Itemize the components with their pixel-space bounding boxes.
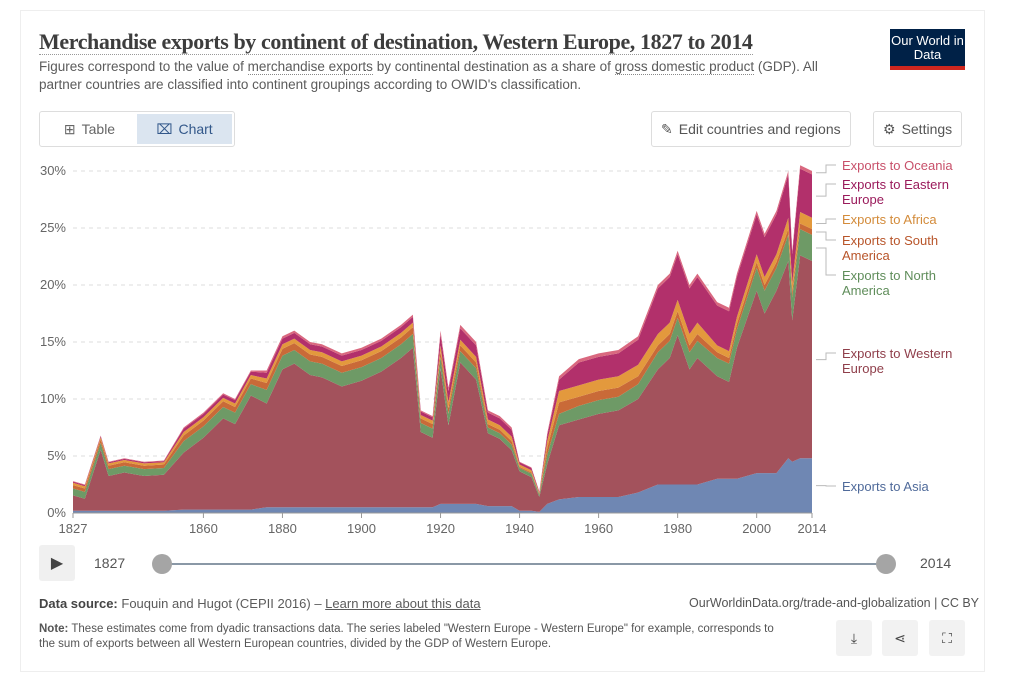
data-source: Data source: Fouquin and Hugot (CEPII 20… [39, 596, 481, 611]
view-tabs: ⊞ Table ⌧ Chart [39, 111, 235, 147]
gear-icon: ⚙ [883, 120, 896, 137]
x-tick-label: 1920 [426, 521, 455, 536]
legend-label: Exports to Asia [842, 479, 929, 494]
x-tick-label: 1860 [189, 521, 218, 536]
edit-countries-label: Edit countries and regions [678, 121, 841, 137]
play-button[interactable]: ▶ [39, 545, 75, 581]
download-button[interactable]: ⤓ [836, 620, 872, 656]
timeline-start-year: 1827 [94, 555, 126, 571]
timeline-track[interactable] [162, 563, 886, 565]
share-button[interactable]: ⋖ [882, 620, 918, 656]
settings-button[interactable]: ⚙ Settings [873, 111, 963, 147]
chart-title: Merchandise exports by continent of dest… [39, 29, 753, 55]
y-tick-label: 15% [40, 334, 66, 349]
merchandise-exports-link[interactable]: merchandise exports [247, 59, 373, 75]
x-tick-label: 1880 [268, 521, 297, 536]
subtitle-text: Figures correspond to the value of [39, 59, 248, 74]
legend-label: Exports to South [842, 233, 938, 248]
subtitle-text: by continental destination as a share of [372, 59, 615, 74]
legend-label: Exports to North [842, 268, 936, 283]
y-tick-label: 10% [40, 391, 66, 406]
legend-connector [816, 218, 836, 224]
legend-connector [816, 164, 836, 174]
legend-connector [816, 231, 836, 241]
x-tick-label: 1900 [347, 521, 376, 536]
area-exports-to-asia [73, 458, 812, 513]
area-exports-to-south-america [73, 223, 812, 495]
legend-label: Exports to Western [842, 346, 952, 361]
source-label: Data source: [39, 596, 118, 611]
chart-card [20, 10, 985, 672]
learn-more-link[interactable]: Learn more about this data [325, 596, 481, 611]
share-icon: ⋖ [894, 629, 906, 646]
legend-label: Exports to Oceania [842, 158, 953, 173]
chart-icon: ⌧ [156, 120, 173, 137]
x-tick-label: 1980 [663, 521, 692, 536]
timeline-start-handle[interactable] [152, 554, 172, 574]
area-exports-to-western-europe [73, 255, 812, 512]
settings-label: Settings [901, 121, 953, 137]
note-label: Note: [39, 623, 69, 635]
x-tick-label: 1940 [505, 521, 534, 536]
tab-table-label: Table [81, 121, 116, 137]
table-icon: ⊞ [63, 120, 76, 137]
y-tick-label: 20% [40, 277, 66, 292]
play-icon: ▶ [50, 555, 64, 572]
tab-chart[interactable]: ⌧ Chart [137, 114, 232, 144]
timeline-end-handle[interactable] [876, 554, 896, 574]
tab-chart-label: Chart [178, 121, 213, 137]
chart-subtitle: Figures correspond to the value of merch… [39, 58, 839, 94]
y-tick-label: 0% [47, 505, 66, 520]
area-exports-to-north-america [73, 229, 812, 499]
legend-connector [816, 247, 836, 276]
tab-table[interactable]: ⊞ Table [42, 114, 137, 144]
gdp-link[interactable]: gross domestic product [614, 59, 755, 75]
legend-label: America [842, 248, 890, 263]
note-text: These estimates come from dyadic transac… [39, 623, 774, 650]
download-icon: ⤓ [850, 629, 858, 646]
legend-connector [816, 352, 836, 361]
fullscreen-button[interactable]: ⛶ [929, 620, 965, 656]
y-tick-label: 30% [40, 163, 66, 178]
legend-label: Exports to Africa [842, 212, 937, 227]
chart-note: Note: These estimates come from dyadic t… [39, 622, 779, 652]
owid-logo[interactable]: Our World in Data [890, 29, 965, 70]
y-tick-label: 25% [40, 220, 66, 235]
legend-label: America [842, 283, 890, 298]
stacked-area-chart: 0% 5% 10% 15% 20% 25% 30% 1827 1860 1880 1900 1920 1… [40, 158, 953, 536]
x-tick-label: 1827 [59, 521, 88, 536]
x-tick-label: 1960 [584, 521, 613, 536]
x-tick-label: 2014 [798, 521, 827, 536]
legend-connector [816, 183, 836, 197]
subtitle-text: (GDP). All partner countries are classif… [39, 59, 818, 92]
fullscreen-icon: ⛶ [942, 629, 952, 646]
y-tick-label: 5% [47, 448, 66, 463]
legend-label: Exports to Eastern [842, 177, 949, 192]
edit-countries-button[interactable]: ✎ Edit countries and regions [651, 111, 851, 147]
x-tick-label: 2000 [742, 521, 771, 536]
source-text: Fouquin and Hugot (CEPII 2016) – [121, 596, 326, 611]
pencil-icon: ✎ [661, 120, 673, 137]
site-license[interactable]: OurWorldinData.org/trade-and-globalizati… [689, 596, 979, 610]
legend-label: Europe [842, 361, 884, 376]
timeline-end-year: 2014 [920, 555, 952, 571]
legend-label: Europe [842, 192, 884, 207]
